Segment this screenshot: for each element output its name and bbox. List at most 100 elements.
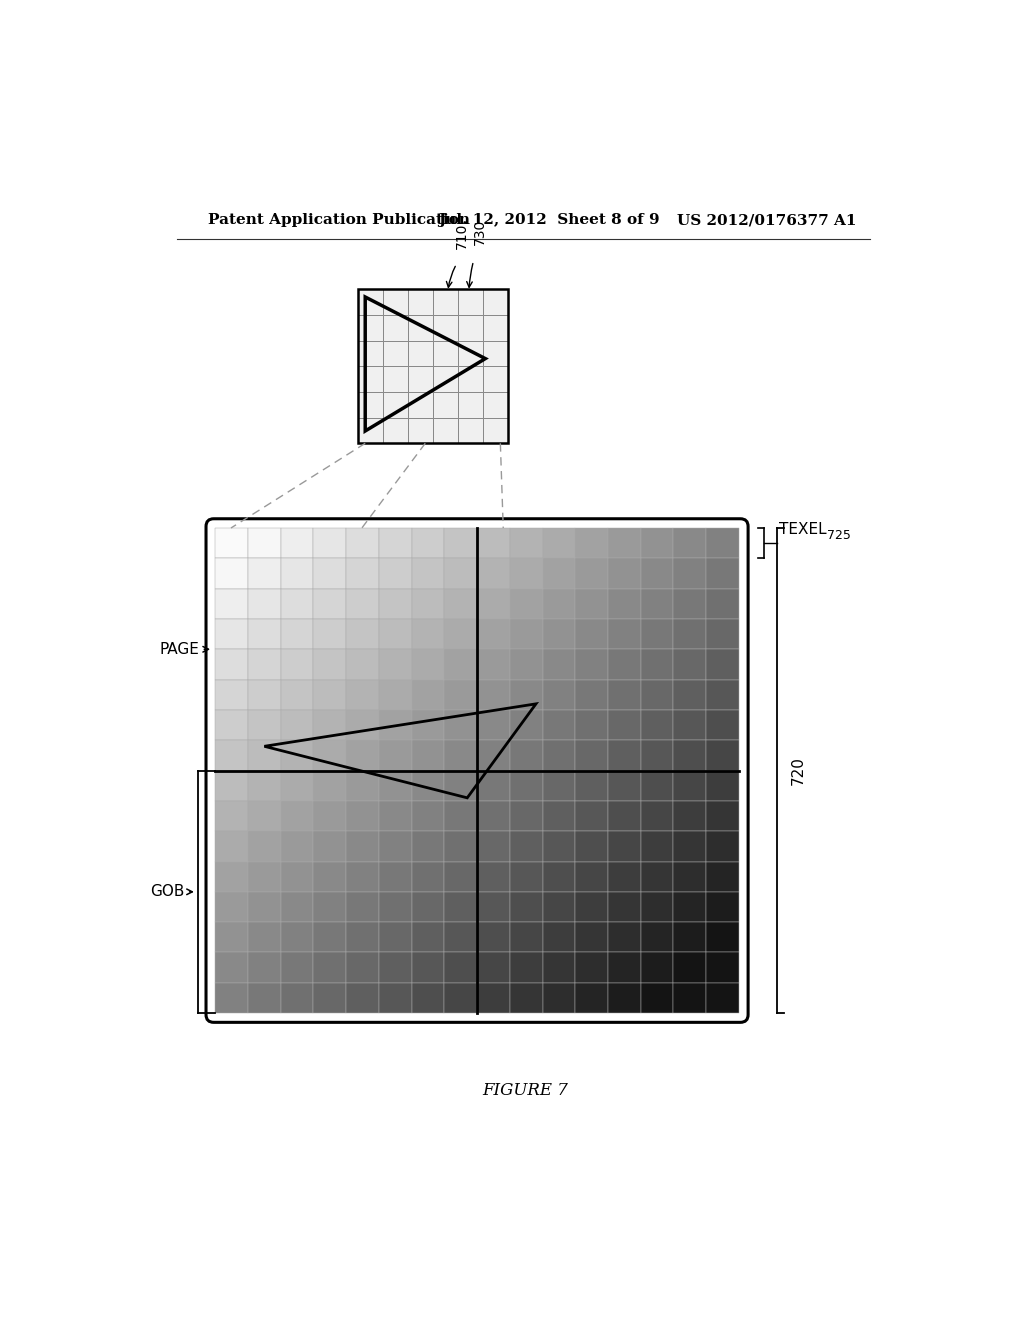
Bar [383, 417, 408, 444]
Bar [510, 710, 543, 741]
Bar [707, 710, 739, 741]
Bar [215, 649, 248, 680]
Bar [379, 710, 412, 741]
Bar [707, 923, 739, 953]
Bar [215, 528, 248, 558]
Bar [248, 589, 281, 619]
Bar [483, 367, 508, 392]
Bar [510, 983, 543, 1014]
Bar [575, 741, 608, 771]
Bar [346, 528, 379, 558]
Bar [458, 341, 483, 367]
Bar [483, 417, 508, 444]
Bar [641, 589, 674, 619]
Bar [575, 983, 608, 1014]
Bar [641, 832, 674, 862]
Bar [510, 892, 543, 923]
Bar [543, 710, 575, 741]
Bar [510, 528, 543, 558]
Bar [543, 923, 575, 953]
Bar [477, 892, 510, 923]
Bar [346, 741, 379, 771]
Bar [215, 680, 248, 710]
Bar [412, 771, 444, 801]
Bar [379, 619, 412, 649]
Bar [543, 619, 575, 649]
Bar [543, 680, 575, 710]
Bar [608, 801, 641, 832]
Bar [433, 392, 458, 417]
Bar [575, 923, 608, 953]
Bar [543, 862, 575, 892]
Bar [383, 289, 408, 315]
Bar [383, 392, 408, 417]
Bar [510, 619, 543, 649]
Bar [313, 983, 346, 1014]
Bar [707, 619, 739, 649]
Bar [641, 558, 674, 589]
Bar [357, 417, 383, 444]
Bar [641, 771, 674, 801]
Bar [674, 801, 707, 832]
Bar [510, 923, 543, 953]
Bar [510, 832, 543, 862]
Bar [346, 710, 379, 741]
Bar [346, 801, 379, 832]
Bar [408, 367, 433, 392]
Bar [215, 862, 248, 892]
Bar [444, 649, 477, 680]
Bar [281, 892, 313, 923]
Bar [608, 710, 641, 741]
Bar [313, 528, 346, 558]
Bar [707, 558, 739, 589]
Bar [281, 801, 313, 832]
Bar [674, 892, 707, 923]
Bar [379, 649, 412, 680]
Bar [281, 953, 313, 983]
Bar [458, 315, 483, 341]
Bar [674, 741, 707, 771]
Bar [641, 680, 674, 710]
Bar [383, 315, 408, 341]
Bar [707, 832, 739, 862]
Bar [477, 832, 510, 862]
Bar [608, 892, 641, 923]
Bar [313, 558, 346, 589]
Bar [641, 741, 674, 771]
Bar [412, 680, 444, 710]
Bar [412, 862, 444, 892]
Bar [444, 710, 477, 741]
Bar [458, 417, 483, 444]
Bar [707, 649, 739, 680]
Bar [346, 923, 379, 953]
Bar [379, 923, 412, 953]
Bar [346, 953, 379, 983]
Bar [313, 923, 346, 953]
Bar [215, 619, 248, 649]
Bar [707, 862, 739, 892]
Bar [707, 741, 739, 771]
Bar [608, 558, 641, 589]
Bar [215, 832, 248, 862]
Bar [383, 341, 408, 367]
Bar [281, 649, 313, 680]
Bar [543, 892, 575, 923]
Bar [433, 315, 458, 341]
Bar [444, 862, 477, 892]
Bar [248, 528, 281, 558]
Bar [575, 649, 608, 680]
Bar [281, 741, 313, 771]
Bar [674, 558, 707, 589]
Bar [483, 392, 508, 417]
Text: GOB: GOB [151, 884, 184, 899]
Bar [674, 862, 707, 892]
Bar [313, 953, 346, 983]
Bar [412, 741, 444, 771]
Bar [357, 289, 508, 444]
Bar [707, 680, 739, 710]
Bar [313, 710, 346, 741]
Bar [313, 619, 346, 649]
Bar [408, 289, 433, 315]
Bar [357, 392, 383, 417]
Bar [477, 619, 510, 649]
